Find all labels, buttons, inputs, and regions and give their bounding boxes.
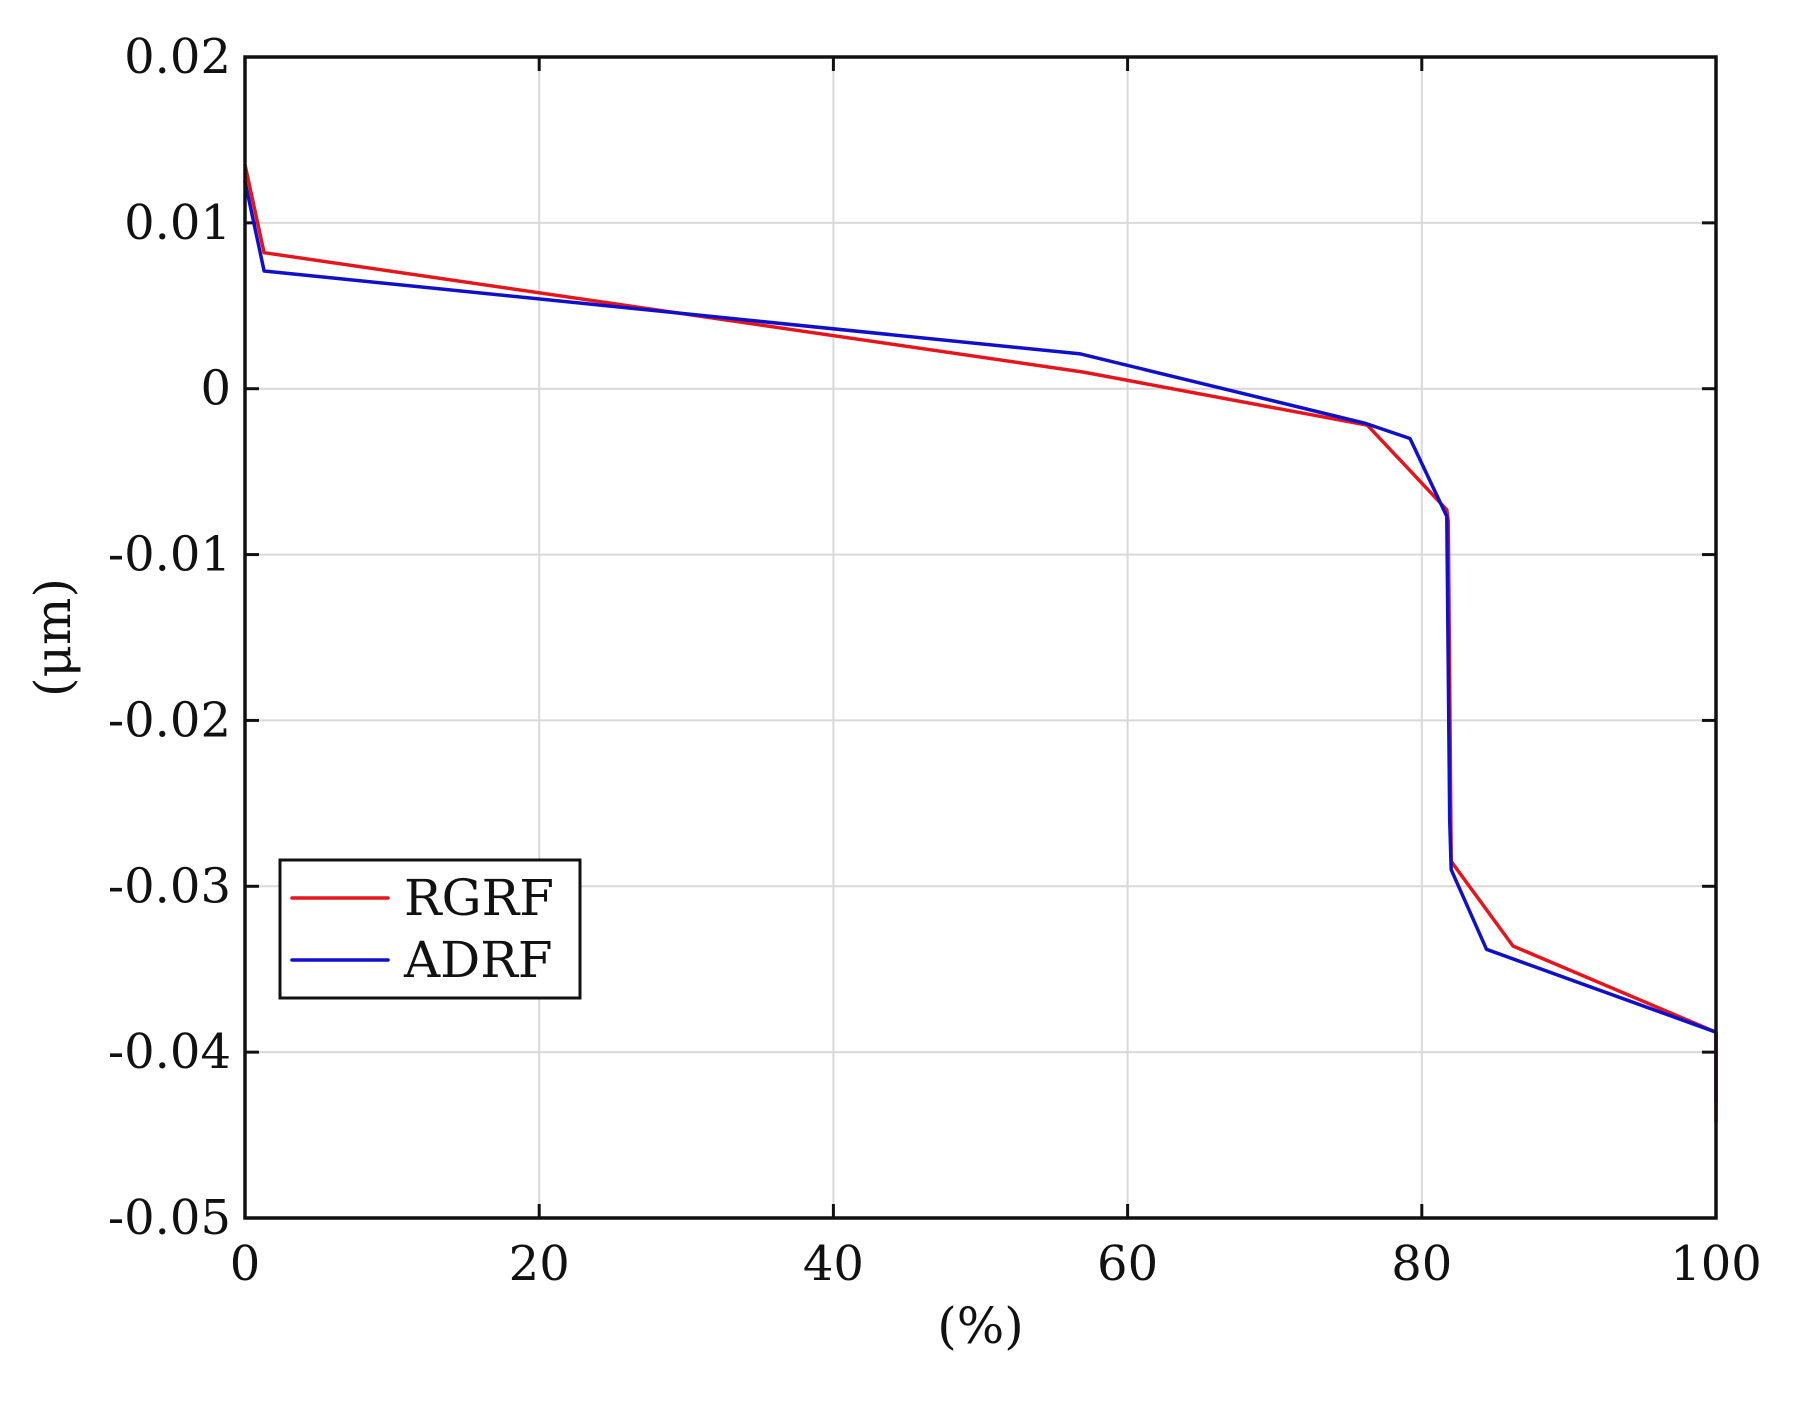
y-tick-label: -0.05 <box>108 1190 231 1246</box>
y-tick-label: -0.03 <box>108 858 231 914</box>
legend-box <box>278 858 582 1000</box>
y-tick-label: 0 <box>200 361 231 417</box>
x-tick-label: 100 <box>1670 1236 1762 1292</box>
y-tick-label: 0.01 <box>124 195 231 251</box>
y-axis-label: (μm) <box>24 578 82 697</box>
y-tick-labels: 0.02 0.01 0 -0.01 -0.02 -0.03 -0.04 -0.05 <box>108 29 231 1246</box>
y-tick-label: 0.02 <box>124 29 231 85</box>
x-tick-label: 80 <box>1391 1236 1452 1292</box>
grid-layer <box>245 57 1716 1218</box>
series-line-adrf <box>243 179 1718 1104</box>
tick-mark-layer <box>243 55 1718 1220</box>
x-tick-label: 40 <box>803 1236 864 1292</box>
plot-area-frame <box>243 55 1718 1220</box>
legend-label-adrf: ADRF <box>403 931 553 989</box>
x-tick-label: 60 <box>1097 1236 1158 1292</box>
x-tick-labels: 0 20 40 60 80 100 <box>230 1236 1762 1292</box>
series-layer <box>243 163 1718 1124</box>
x-tick-label: 0 <box>230 1236 261 1292</box>
y-tick-label: -0.02 <box>108 692 231 748</box>
x-tick-label: 20 <box>509 1236 570 1292</box>
legend: RGRF ADRF <box>278 858 582 1000</box>
legend-label-rgrf: RGRF <box>404 869 554 927</box>
y-tick-label: -0.04 <box>108 1024 231 1080</box>
y-tick-label: -0.01 <box>108 527 231 583</box>
x-axis-label: (%) <box>937 1297 1024 1355</box>
